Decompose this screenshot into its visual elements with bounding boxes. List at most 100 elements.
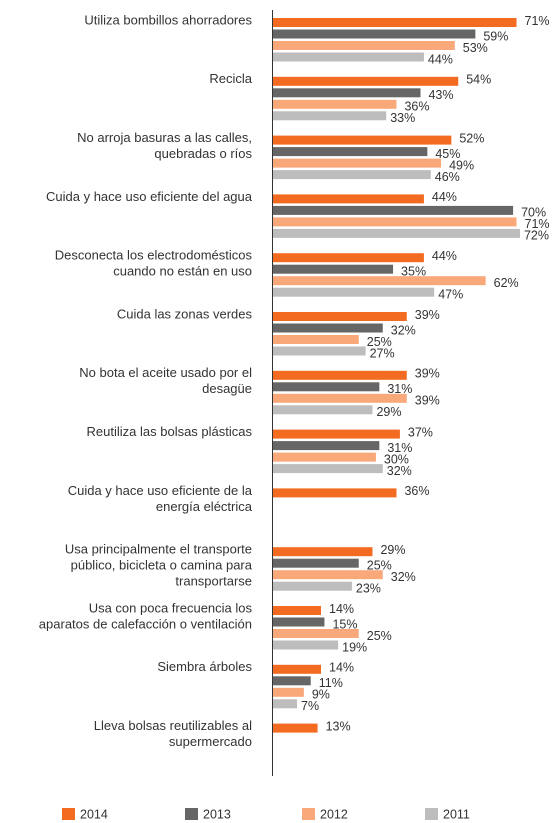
category-label: público, bicicleta o camina para <box>71 558 253 573</box>
value-label: 32% <box>387 464 412 478</box>
value-label: 23% <box>356 581 381 595</box>
value-label: 44% <box>432 190 457 204</box>
value-label: 39% <box>415 394 440 408</box>
legend-swatch <box>62 808 75 820</box>
value-label: 49% <box>449 158 474 172</box>
bar <box>273 570 383 580</box>
bar <box>273 335 359 344</box>
bar <box>273 617 325 627</box>
value-label: 36% <box>404 484 429 498</box>
category-label: transportarse <box>175 574 252 589</box>
category-label: No arroja basuras a las calles, <box>77 130 252 145</box>
bar <box>273 547 373 557</box>
value-label: 29% <box>376 405 401 419</box>
bar <box>273 664 322 674</box>
category-label: quebradas o ríos <box>154 146 252 161</box>
value-label: 9% <box>312 688 330 702</box>
value-label: 25% <box>367 558 392 572</box>
bar <box>273 158 442 168</box>
bar <box>273 429 400 439</box>
bar <box>273 111 387 121</box>
category-label: Utiliza bombillos ahorradores <box>84 12 252 27</box>
bar <box>273 382 380 392</box>
value-label: 32% <box>391 570 416 584</box>
bar <box>273 323 383 333</box>
value-label: 53% <box>463 41 488 55</box>
value-label: 7% <box>301 699 319 713</box>
value-label: 31% <box>387 441 412 455</box>
value-label: 32% <box>391 323 416 337</box>
bar <box>273 464 383 474</box>
bar <box>273 699 298 709</box>
bar <box>273 194 424 204</box>
category-label: No bota el aceite usado por el <box>79 365 252 380</box>
value-label: 44% <box>428 52 453 66</box>
bar <box>273 558 359 568</box>
bar <box>273 29 476 39</box>
bar <box>273 346 366 356</box>
value-label: 52% <box>459 131 484 145</box>
bar <box>273 52 424 62</box>
bar <box>273 581 352 591</box>
bar <box>273 253 424 263</box>
value-label: 47% <box>438 287 463 301</box>
value-label: 71% <box>525 14 550 28</box>
value-label: 11% <box>319 676 343 690</box>
legend-label: 2011 <box>443 807 470 821</box>
bar <box>273 41 455 50</box>
bar <box>273 606 322 615</box>
category-label: Siembra árboles <box>157 659 252 674</box>
value-label: 70% <box>521 206 546 220</box>
legend-label: 2012 <box>320 807 348 821</box>
value-label: 14% <box>329 661 354 675</box>
category-label: Usa con poca frecuencia los <box>89 600 253 615</box>
bar <box>273 170 431 180</box>
value-label: 25% <box>367 335 392 349</box>
legend-swatch <box>185 808 198 820</box>
category-label: supermercado <box>169 734 252 749</box>
value-label: 15% <box>332 617 357 631</box>
bar <box>273 452 376 462</box>
category-label: desagüe <box>202 381 252 396</box>
value-label: 35% <box>401 264 426 278</box>
category-label: aparatos de calefacción o ventilación <box>39 616 252 631</box>
bar <box>273 228 520 238</box>
bar <box>273 441 380 451</box>
bar <box>273 370 407 380</box>
legend-swatch <box>425 808 438 820</box>
value-label: 44% <box>432 249 457 263</box>
category-label: Cuida las zonas verdes <box>117 306 253 321</box>
category-label: Cuida y hace uso eficiente de la <box>68 483 253 498</box>
bar <box>273 405 373 415</box>
category-label: cuando no están en uso <box>113 264 252 279</box>
value-label: 54% <box>466 73 491 87</box>
legend-swatch <box>302 808 315 820</box>
value-label: 43% <box>428 88 453 102</box>
value-label: 27% <box>370 346 395 360</box>
value-label: 36% <box>404 100 429 114</box>
value-label: 19% <box>342 640 367 654</box>
bar <box>273 264 394 274</box>
category-label: Desconecta los electrodomésticos <box>55 248 253 263</box>
value-label: 33% <box>390 111 415 125</box>
value-label: 46% <box>435 170 460 184</box>
bar <box>273 217 517 227</box>
bar <box>273 312 407 321</box>
bar <box>273 76 459 86</box>
bar <box>273 393 407 403</box>
value-label: 30% <box>384 452 409 466</box>
bar <box>273 205 514 215</box>
value-label: 39% <box>415 367 440 381</box>
bar <box>273 147 428 157</box>
category-label: Usa principalmente el transporte <box>65 542 252 557</box>
value-label: 45% <box>435 147 460 161</box>
value-label: 13% <box>326 719 351 733</box>
bar <box>273 287 435 297</box>
category-label: energía eléctrica <box>156 499 253 514</box>
bar <box>273 276 486 286</box>
value-label: 62% <box>494 276 519 290</box>
value-label: 14% <box>329 602 354 616</box>
bar <box>273 488 397 498</box>
bar <box>273 18 517 27</box>
